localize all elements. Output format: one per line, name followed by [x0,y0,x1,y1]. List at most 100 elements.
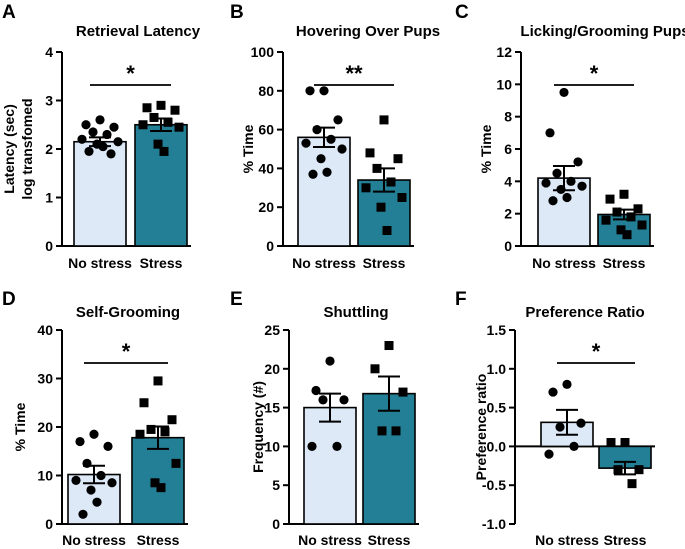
data-point-stress [163,117,173,127]
x-tick-label: No stress [292,255,356,271]
data-point-stress [139,398,149,408]
panel-letter: A [2,2,16,23]
x-tick-label: No stress [535,532,599,548]
y-tick-label: 6 [504,141,512,157]
y-tick-label: 60 [258,122,274,138]
data-point-no-stress [107,478,117,488]
data-point-no-stress [545,128,555,138]
data-point-no-stress [311,385,321,396]
y-tick-label: 12 [496,44,512,60]
data-point-no-stress [325,356,335,366]
data-point-no-stress [113,137,123,147]
data-point-no-stress [109,122,119,132]
y-tick-label: 100 [251,44,275,60]
chart-title: Preference Ratio [525,304,644,321]
data-point-no-stress [322,167,332,177]
y-tick-label: 15 [264,400,280,416]
significance-marker: ** [345,61,363,86]
data-point-stress [613,465,623,475]
x-tick-label: Stress [140,255,183,271]
chart-title: Shuttling [324,304,389,321]
data-point-stress [391,426,401,436]
data-point-no-stress [318,395,328,405]
data-point-no-stress [95,115,105,125]
data-point-stress [159,146,169,156]
x-tick-label: Stress [363,255,406,271]
data-point-no-stress [84,146,94,157]
data-point-stress [156,483,166,493]
data-point-no-stress [566,176,576,186]
x-tick-label: No stress [68,255,132,271]
y-tick-label: 2 [504,206,512,222]
chart-title: Self-Grooming [76,304,180,321]
y-tick-label: 30 [37,371,53,387]
y-tick-label: 20 [258,199,274,215]
y-axis-label: log transfomed [19,98,35,199]
y-tick-label: 8 [504,109,512,125]
data-point-stress [135,429,145,439]
data-point-no-stress [77,134,87,144]
data-point-no-stress [337,144,347,154]
data-point-no-stress [89,429,99,439]
bar-no-stress [73,140,127,247]
x-tick-label: Stress [137,532,180,548]
data-point-no-stress [541,178,551,188]
data-point-stress [365,148,375,158]
data-point-no-stress [548,387,558,397]
y-tick-label: 0 [272,516,280,532]
data-point-stress [174,122,184,132]
y-tick-label: 1.0 [487,361,507,377]
data-point-no-stress [562,379,572,389]
data-point-stress [612,207,622,217]
y-axis-label: Preference ratio [473,374,489,481]
y-tick-label: 1 [45,190,53,206]
y-tick-label: 5 [272,477,280,493]
data-point-no-stress [312,125,322,135]
panel-letter: C [455,2,469,23]
data-point-stress [620,438,630,448]
data-point-no-stress [573,157,583,167]
panel-letter: B [230,2,244,23]
data-point-stress [171,458,181,468]
data-point-no-stress [555,422,565,432]
data-point-stress [601,215,611,225]
y-tick-label: 1.5 [487,322,507,338]
data-point-no-stress [548,196,558,206]
y-tick-label: 10 [496,76,512,92]
data-point-stress [160,427,170,437]
data-point-no-stress [559,87,569,98]
data-point-stress [634,465,644,475]
data-point-stress [379,115,389,125]
data-point-no-stress [71,475,81,485]
x-tick-label: No stress [532,255,596,271]
data-point-stress [622,230,632,240]
y-axis-label: % Time [478,124,494,173]
panel-letter: E [230,289,243,310]
significance-marker: * [592,339,601,364]
y-tick-label: 0 [266,238,274,254]
data-point-no-stress [86,485,96,495]
data-point-no-stress [576,418,586,428]
data-point-no-stress [305,86,315,96]
y-tick-label: 80 [258,83,274,99]
data-point-stress [606,438,616,448]
significance-marker: * [122,339,131,364]
data-point-no-stress [562,192,572,203]
bar-no-stress [303,406,357,525]
data-point-stress [386,177,396,187]
data-point-stress [393,154,403,164]
data-point-stress [397,193,407,202]
y-tick-label: 0 [45,516,53,532]
significance-marker: * [590,61,599,86]
data-point-stress [167,415,177,425]
y-tick-label: 20 [264,361,280,377]
y-axis-label: Frequency (#) [250,381,266,473]
panel-letter: D [2,289,16,310]
data-point-stress [377,426,387,436]
data-point-no-stress [103,441,113,451]
data-point-stress [626,212,636,222]
x-tick-label: No stress [298,532,362,548]
data-point-no-stress [78,509,88,519]
x-tick-label: Stress [368,532,411,548]
data-point-no-stress [552,168,562,178]
